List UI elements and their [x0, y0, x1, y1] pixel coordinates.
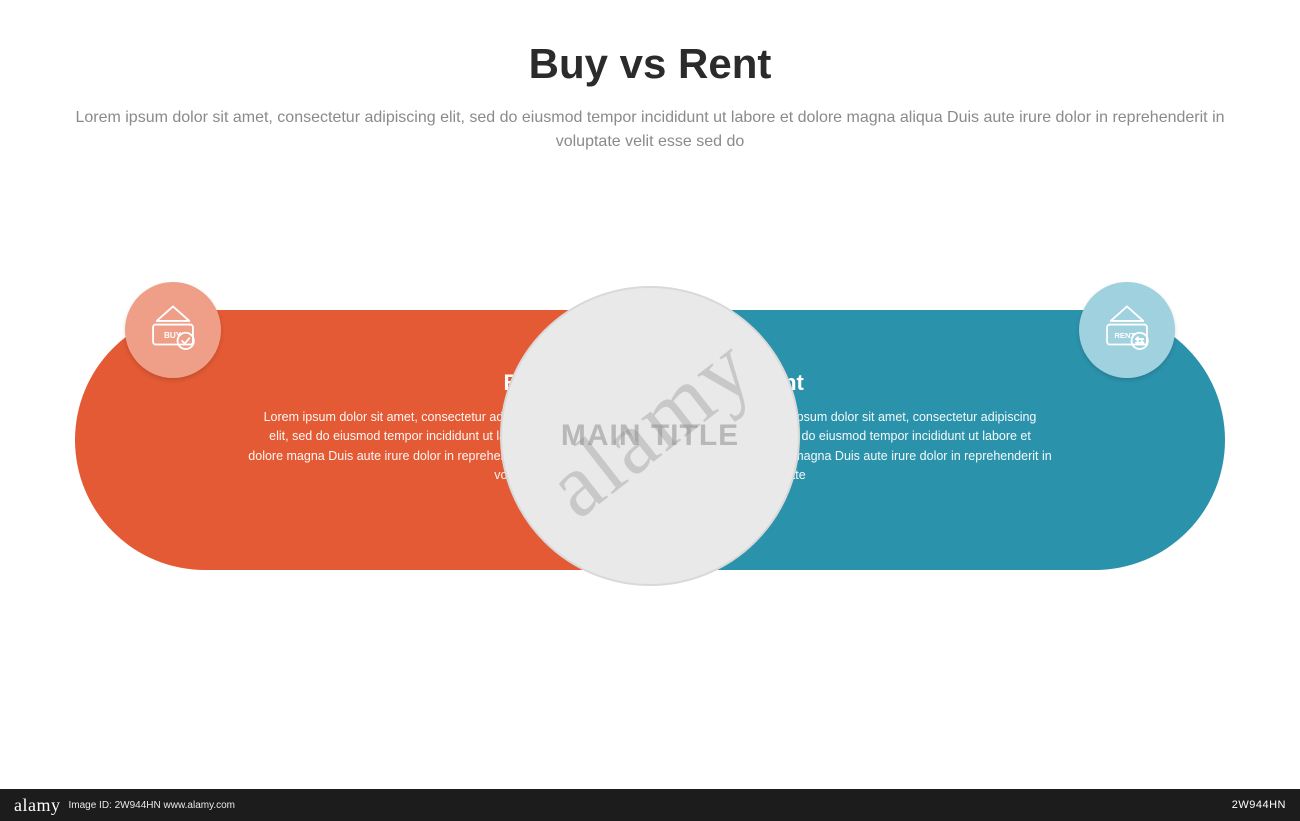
- header: Buy vs Rent Lorem ipsum dolor sit amet, …: [0, 0, 1300, 154]
- buy-badge: BUY: [125, 282, 221, 378]
- rent-badge: RENT: [1079, 282, 1175, 378]
- right-body: Lorem ipsum dolor sit amet, consectetur …: [755, 408, 1055, 486]
- footer-logo: alamy: [14, 795, 60, 816]
- footer-bar: alamy Image ID: 2W944HN www.alamy.com 2W…: [0, 789, 1300, 821]
- center-circle: MAIN TITLE: [500, 286, 800, 586]
- footer-id: 2W944HN: [1232, 799, 1286, 811]
- buy-sign-icon: BUY: [144, 301, 202, 359]
- rent-sign-icon: RENT: [1098, 301, 1156, 359]
- page-subtitle: Lorem ipsum dolor sit amet, consectetur …: [75, 106, 1225, 154]
- right-title: Rent: [755, 370, 1055, 396]
- center-label: MAIN TITLE: [561, 419, 739, 453]
- left-title: Buy: [245, 370, 545, 396]
- right-content: Rent Lorem ipsum dolor sit amet, consect…: [755, 370, 1055, 486]
- page-title: Buy vs Rent: [0, 40, 1300, 88]
- footer-credit: Image ID: 2W944HN www.alamy.com: [68, 800, 235, 811]
- footer-left: alamy Image ID: 2W944HN www.alamy.com: [14, 795, 235, 816]
- comparison-diagram: BUY Buy Lorem ipsum dolor sit amet, cons…: [75, 290, 1225, 570]
